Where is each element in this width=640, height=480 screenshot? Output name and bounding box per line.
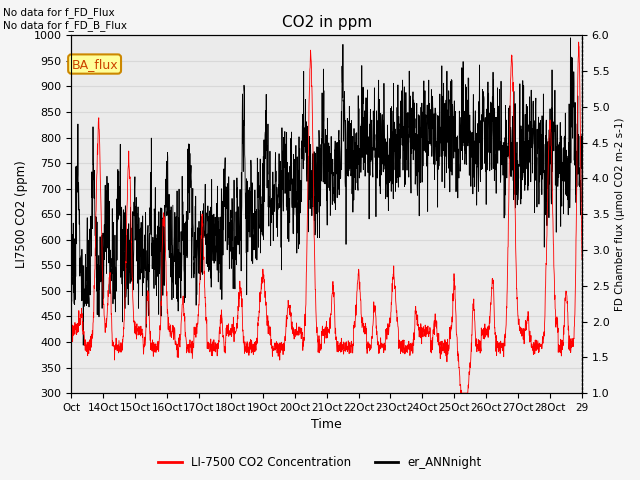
Y-axis label: LI7500 CO2 (ppm): LI7500 CO2 (ppm): [15, 160, 28, 268]
Text: No data for f_FD_B_Flux: No data for f_FD_B_Flux: [3, 20, 127, 31]
Y-axis label: FD Chamber flux (μmol CO2 m-2 s-1): FD Chamber flux (μmol CO2 m-2 s-1): [615, 118, 625, 311]
Title: CO2 in ppm: CO2 in ppm: [282, 15, 372, 30]
Text: No data for f_FD_Flux: No data for f_FD_Flux: [3, 7, 115, 18]
X-axis label: Time: Time: [311, 419, 342, 432]
Text: BA_flux: BA_flux: [71, 58, 118, 71]
Legend: LI-7500 CO2 Concentration, er_ANNnight: LI-7500 CO2 Concentration, er_ANNnight: [153, 452, 487, 474]
